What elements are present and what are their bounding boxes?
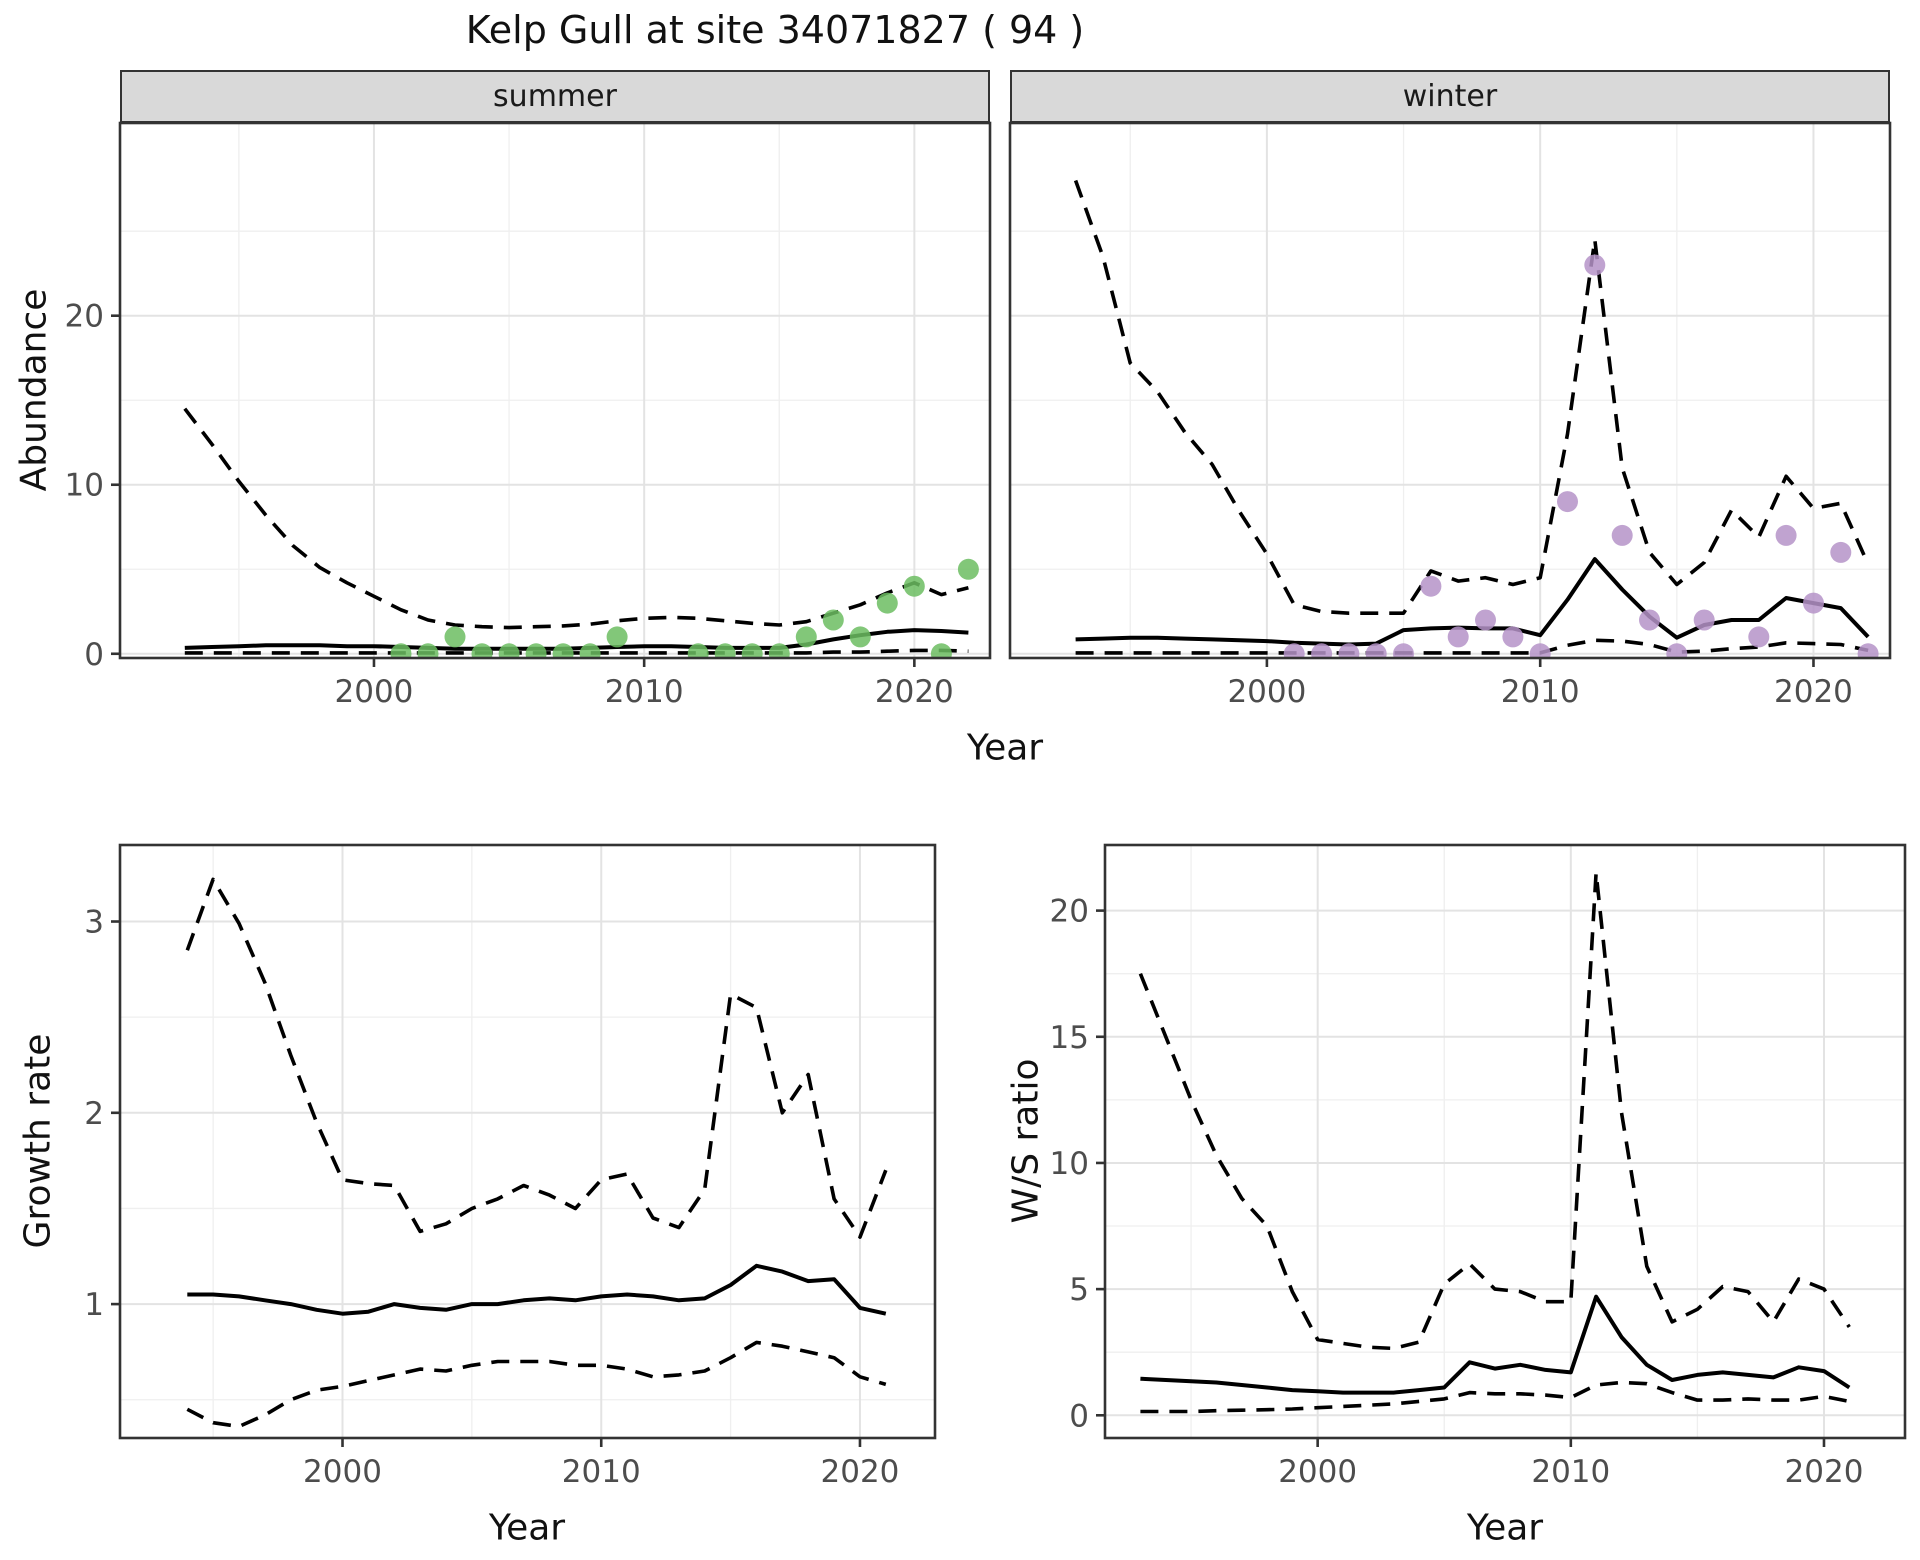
x-axis-label-year-bottom-right: Year: [1466, 1507, 1544, 1549]
data-point: [849, 626, 871, 648]
y-tick-label: 10: [1050, 1146, 1089, 1182]
median-line: [1140, 1294, 1851, 1395]
y-tick-label: 10: [65, 468, 104, 504]
data-point: [1693, 609, 1715, 631]
facet-strip-winter: winter: [1010, 70, 1890, 123]
data-point: [1338, 643, 1360, 658]
y-tick-label: 0: [1069, 1398, 1089, 1434]
data-point: [1803, 592, 1824, 614]
facet-strip-summer: summer: [120, 70, 990, 123]
panel-growth-rate: 2000 2010 2020 1 2 3: [84, 843, 937, 1490]
median-line: [1075, 557, 1870, 647]
panel-frame: [1103, 843, 1907, 1440]
data-point: [1365, 643, 1387, 658]
lower-credible-line: [184, 648, 969, 655]
x-tick-label: 2010: [605, 674, 684, 710]
x-tick-label: 2000: [335, 674, 414, 710]
x-tick-label: 2020: [875, 674, 954, 710]
plot-title: Kelp Gull at site 34071827 ( 94 ): [465, 8, 1085, 52]
facet-strip-summer-label: summer: [493, 79, 617, 114]
median-line: [187, 1263, 887, 1316]
data-point: [903, 575, 925, 597]
y-tick-label: 1: [84, 1287, 104, 1323]
data-point: [1311, 643, 1333, 658]
panel-frame: [118, 121, 992, 660]
panel-frame: [118, 843, 937, 1440]
x-tick-label: 2000: [1227, 674, 1306, 710]
data-point: [1611, 524, 1633, 546]
x-tick-label: 2020: [1785, 1454, 1864, 1490]
y-tick-label: 5: [1069, 1272, 1089, 1308]
data-point: [1393, 643, 1414, 658]
x-tick-label: 2010: [562, 1454, 641, 1490]
data-point: [1748, 626, 1770, 648]
y-tick-label: 3: [84, 905, 104, 941]
data-point: [417, 643, 439, 658]
data-point: [579, 643, 601, 658]
data-point: [1857, 643, 1879, 658]
data-point: [1775, 524, 1797, 546]
data-point: [1557, 491, 1578, 513]
y-tick-label: 20: [1050, 894, 1089, 930]
data-point: [930, 643, 952, 658]
data-point: [498, 643, 520, 658]
data-point: [606, 626, 628, 648]
median-line: [184, 628, 969, 651]
lower-credible-line: [186, 1340, 887, 1429]
data-point: [444, 626, 466, 648]
data-point: [1666, 643, 1688, 658]
y-axis-label-growth-rate: Growth rate: [17, 1033, 59, 1249]
data-point: [1475, 609, 1496, 631]
data-point: [741, 643, 763, 658]
panel-ws-ratio: 2000 2010 2020 0 5 10 15 20: [1050, 843, 1907, 1490]
data-point: [1502, 626, 1524, 648]
x-axis-label-year-top: Year: [966, 727, 1044, 769]
data-point: [390, 643, 412, 658]
data-point: [1420, 575, 1442, 597]
data-point: [795, 626, 817, 648]
data-point: [768, 643, 790, 658]
data-point: [1283, 643, 1305, 658]
data-point: [1447, 626, 1469, 648]
y-tick-label: 20: [65, 299, 104, 335]
data-point: [714, 643, 736, 658]
x-axis-label-year-bottom-left: Year: [488, 1507, 566, 1549]
data-point: [552, 643, 574, 658]
panel-frame: [1008, 121, 1892, 660]
x-tick-label: 2010: [1531, 1454, 1610, 1490]
upper-credible-line: [185, 877, 888, 1239]
panel-abundance-winter: 2000 2010 2020: [1008, 121, 1892, 710]
y-tick-label: 0: [84, 637, 104, 673]
x-tick-label: 2000: [303, 1454, 382, 1490]
data-point: [525, 643, 547, 658]
lower-credible-line: [1140, 1380, 1850, 1414]
data-point: [1529, 643, 1551, 658]
x-tick-label: 2010: [1501, 674, 1580, 710]
panel-abundance-summer: 2000 2010 2020 0 10 20: [65, 121, 992, 710]
facet-strip-winter-label: winter: [1402, 79, 1498, 114]
data-point: [876, 592, 898, 614]
data-point: [1830, 541, 1852, 563]
data-point: [1639, 609, 1660, 631]
upper-credible-line: [1138, 870, 1851, 1351]
x-tick-label: 2000: [1278, 1454, 1357, 1490]
y-tick-label: 2: [84, 1096, 104, 1132]
lower-credible-line: [1075, 638, 1869, 655]
y-axis-label-abundance: Abundance: [13, 288, 55, 492]
x-tick-label: 2020: [1774, 674, 1853, 710]
data-point: [957, 558, 979, 580]
y-axis-label-ws-ratio: W/S ratio: [1005, 1058, 1047, 1224]
y-tick-label: 15: [1050, 1020, 1089, 1056]
data-point: [471, 643, 493, 658]
x-tick-label: 2020: [821, 1454, 900, 1490]
data-point: [1584, 254, 1606, 276]
data-point: [822, 609, 844, 631]
data-point: [687, 643, 709, 658]
